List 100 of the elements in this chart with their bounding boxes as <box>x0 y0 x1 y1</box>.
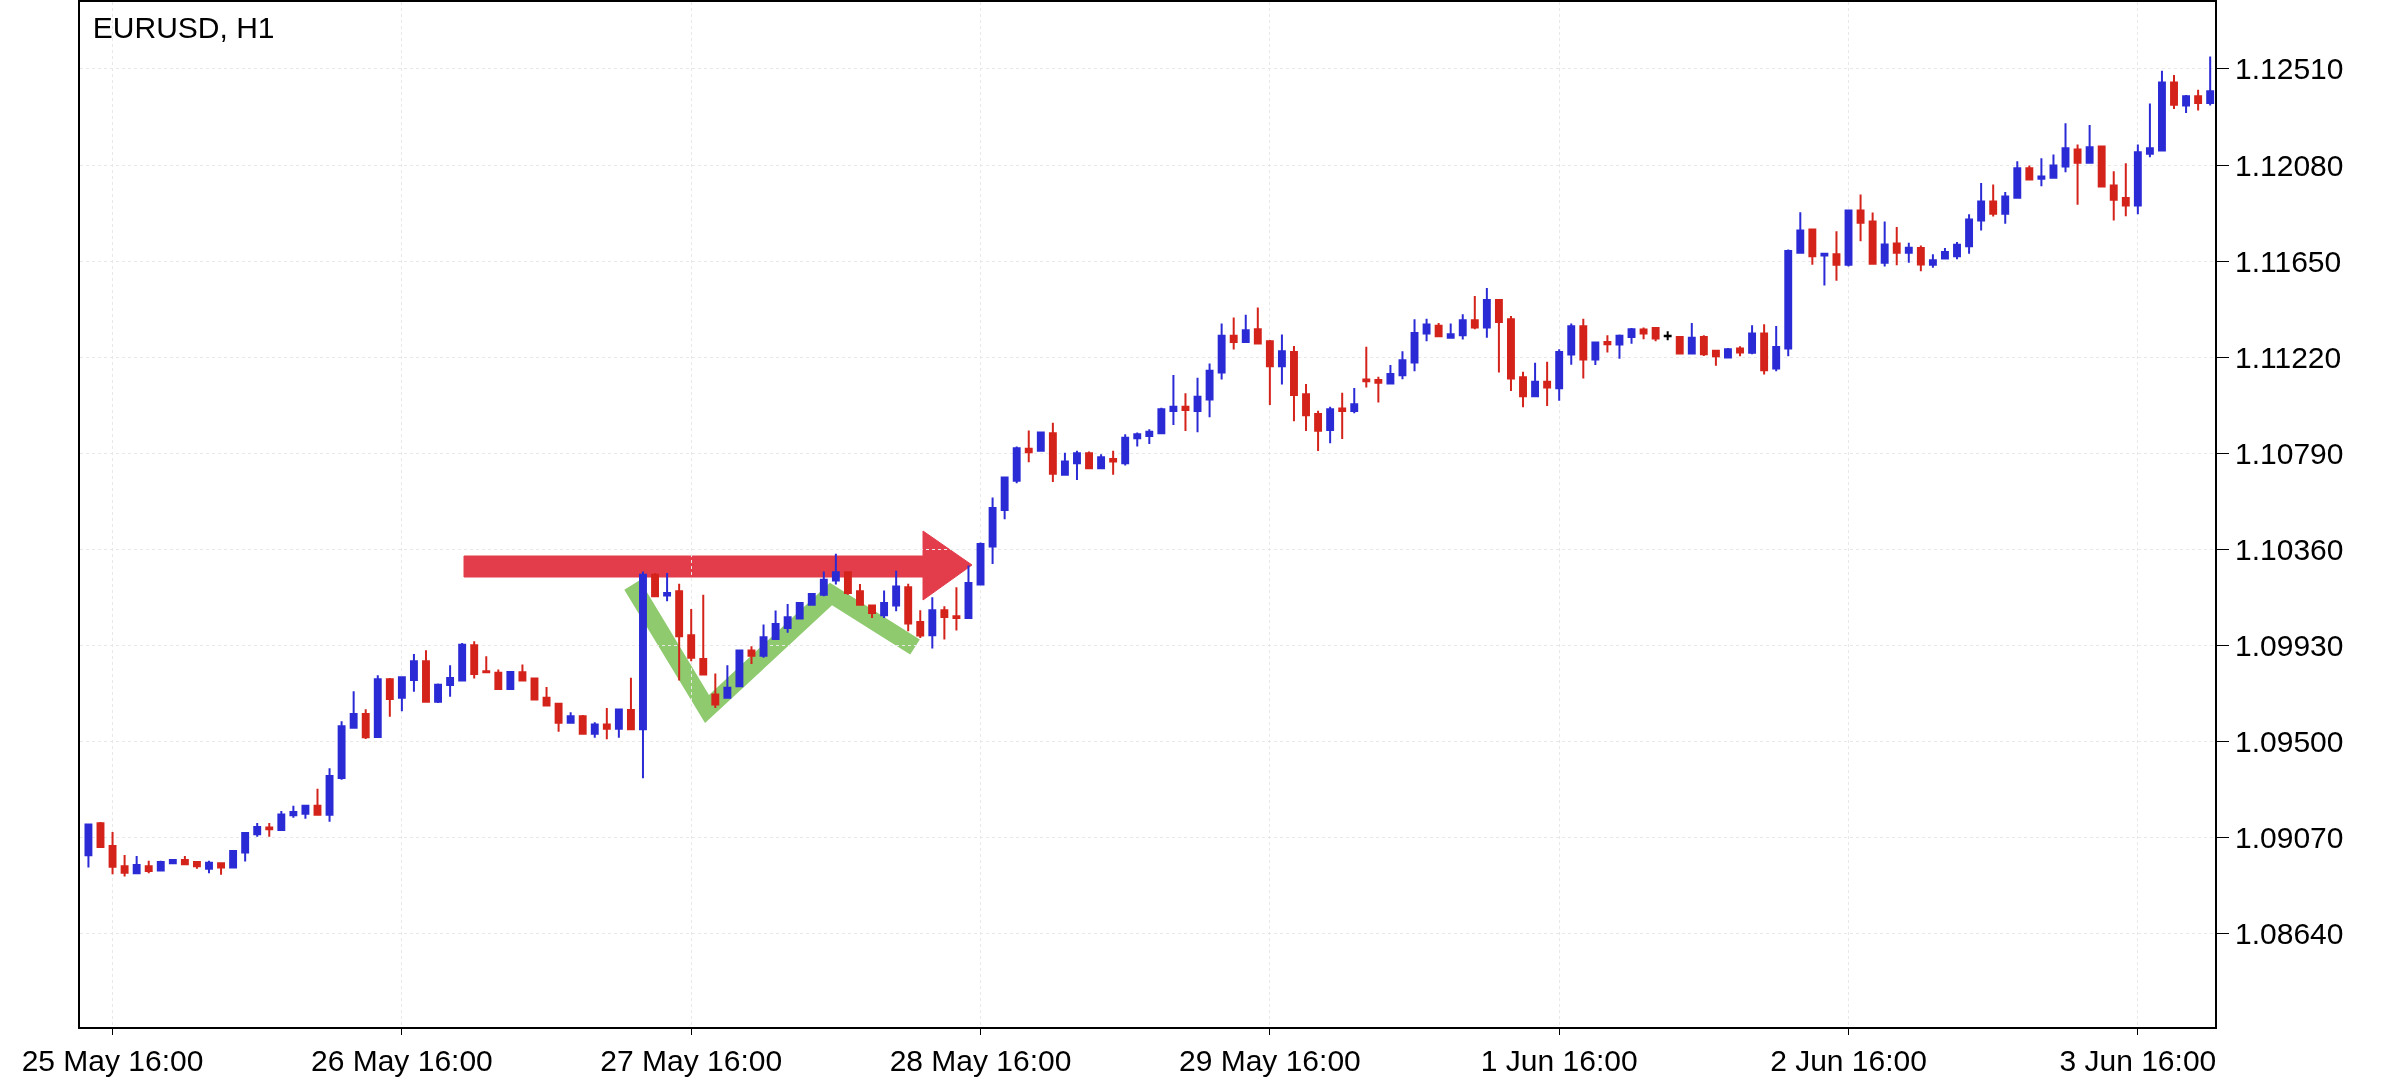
candlestick <box>518 663 527 682</box>
candlestick <box>2158 69 2166 152</box>
candlestick <box>1832 230 1841 282</box>
candlestick <box>2206 55 2215 107</box>
candlestick <box>2109 170 2118 222</box>
candlestick <box>614 708 623 739</box>
candlestick <box>1253 306 1262 345</box>
candlestick <box>2182 93 2191 114</box>
candlestick <box>1784 248 1793 358</box>
candlestick <box>1374 375 1383 404</box>
candlestick <box>1302 383 1310 432</box>
candlestick <box>783 603 792 634</box>
candlestick <box>2061 122 2070 174</box>
candlestick <box>626 676 635 731</box>
candlestick <box>289 804 298 819</box>
candlestick <box>1458 313 1467 341</box>
candlestick <box>711 672 720 709</box>
x-tick-label: 26 May 16:00 <box>310 1044 493 1077</box>
candlestick <box>1808 227 1817 266</box>
candlestick <box>892 569 901 613</box>
candlestick <box>1567 322 1576 366</box>
candlestick <box>2037 157 2046 188</box>
candlestick <box>1651 325 1660 343</box>
candlestick <box>639 570 647 780</box>
y-tick-label: 1.11650 <box>2235 244 2342 278</box>
candlestick <box>795 601 804 620</box>
candlestick <box>988 496 997 566</box>
candlestick <box>1326 405 1335 445</box>
candlestick <box>1193 376 1202 434</box>
candlestick <box>880 589 889 619</box>
candlestick <box>2013 160 2022 200</box>
candlestick <box>1446 322 1455 339</box>
candlestick <box>2121 162 2130 218</box>
candlestick <box>1494 298 1503 374</box>
y-tick-label: 1.10360 <box>2235 532 2344 566</box>
candlestick <box>1073 449 1081 481</box>
candlestick <box>928 596 937 650</box>
candlestick <box>735 649 744 688</box>
candlestick <box>229 850 238 869</box>
candlestick <box>542 686 551 707</box>
candlestick <box>265 821 274 838</box>
candlestick <box>1977 182 1986 232</box>
candlestick <box>651 572 659 598</box>
candlestick <box>747 645 756 665</box>
candlestick <box>868 604 876 619</box>
candlestick <box>253 821 262 838</box>
candlestick <box>1699 334 1708 357</box>
candlestick <box>1724 346 1732 359</box>
candlestick <box>1904 241 1913 264</box>
candlestick <box>1048 421 1057 484</box>
candlestick <box>1217 322 1226 381</box>
candlestick <box>1314 409 1323 453</box>
candlestick <box>1109 449 1118 476</box>
candlestick <box>1157 406 1166 435</box>
candlestick <box>2133 143 2142 216</box>
candlestick <box>843 570 852 596</box>
candlestick <box>687 607 696 663</box>
x-tick-label: 27 May 16:00 <box>600 1044 783 1077</box>
y-tick-label: 1.12080 <box>2235 148 2344 182</box>
x-tick-label: 29 May 16:00 <box>1178 1044 1361 1077</box>
candlestick <box>217 862 225 876</box>
candlestick <box>831 552 840 586</box>
candlestick <box>313 787 322 816</box>
candlestick <box>2170 74 2178 110</box>
candlestick <box>494 668 503 691</box>
candlestick <box>1989 183 1998 218</box>
candlestick <box>590 721 599 739</box>
x-tick-label: 3 Jun 16:00 <box>2059 1044 2217 1077</box>
candlestick <box>1687 321 1696 355</box>
candlestick <box>506 670 515 690</box>
candlestick <box>1036 430 1045 452</box>
candlestick <box>1772 325 1781 373</box>
candlestick <box>192 860 201 870</box>
candlestick <box>1024 429 1033 464</box>
y-tick-label: 1.09500 <box>2235 724 2344 758</box>
candlestick <box>156 859 165 872</box>
candlestick <box>385 676 394 718</box>
candlestick <box>1398 350 1407 381</box>
candlestick <box>1434 321 1443 338</box>
candlestick <box>108 831 117 876</box>
candlestick <box>84 822 93 869</box>
candlestick <box>1796 211 1805 254</box>
x-tick-label: 1 Jun 16:00 <box>1480 1044 1638 1077</box>
candlestick <box>1097 453 1106 470</box>
candlestick <box>434 682 442 704</box>
candlestick <box>1277 333 1286 386</box>
candlestick <box>349 690 358 729</box>
candlestick <box>2001 191 2010 225</box>
candlestick <box>2194 88 2203 112</box>
candlestick <box>1579 317 1588 380</box>
candlestick <box>361 708 370 740</box>
candlestick <box>1410 318 1419 373</box>
candlestick <box>470 640 479 680</box>
x-tick-label: 28 May 16:00 <box>889 1044 1072 1077</box>
candlestick <box>1953 241 1961 261</box>
candlestick <box>373 674 382 739</box>
candlestick <box>1748 324 1757 356</box>
candlestick <box>1711 349 1720 367</box>
candlestick <box>1000 476 1009 521</box>
candlestick <box>1338 391 1347 441</box>
